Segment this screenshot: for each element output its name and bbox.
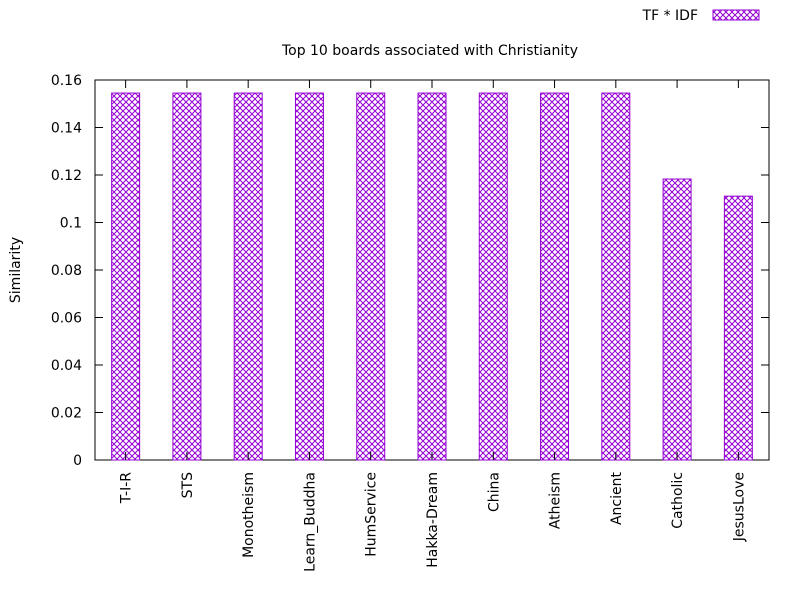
x-tick-label: JesusLove	[731, 472, 747, 542]
chart-title: Top 10 boards associated with Christiani…	[281, 43, 578, 59]
legend-label: TF * IDF	[642, 8, 698, 24]
x-tick-label: Learn_Buddha	[302, 472, 318, 572]
y-tick-label: 0.1	[60, 216, 82, 232]
bar	[172, 92, 202, 461]
bar	[540, 92, 570, 461]
bar	[111, 92, 141, 461]
x-tick-label: Atheism	[548, 472, 564, 529]
y-axis: 0 0.02 0.04 0.06 0.08 0.1 0.12 0.14 0.16	[51, 73, 769, 469]
x-tick-label: Ancient	[609, 471, 625, 525]
x-axis: T-I-R STS Monotheism Learn_Buddha HumService…	[119, 80, 747, 572]
x-tick-label: STS	[180, 472, 196, 498]
bar	[417, 92, 447, 461]
legend: TF * IDF	[642, 8, 760, 24]
x-tick-label: HumService	[364, 472, 380, 557]
x-tick-label: Catholic	[670, 472, 686, 529]
y-axis-label: Similarity	[8, 237, 24, 303]
y-tick-label: 0.12	[51, 168, 82, 184]
y-tick-label: 0.16	[51, 73, 82, 89]
y-tick-label: 0.06	[51, 311, 82, 327]
y-tick-label: 0.04	[51, 358, 82, 374]
y-tick-label: 0.02	[51, 406, 82, 422]
bar	[601, 92, 631, 461]
x-tick-label: Hakka-Dream	[425, 472, 441, 568]
bar	[356, 92, 386, 461]
y-tick-label: 0.08	[51, 263, 82, 279]
bar	[662, 178, 692, 461]
y-tick-label: 0	[73, 453, 82, 469]
x-tick-label: Monotheism	[241, 472, 257, 558]
bar	[478, 92, 508, 461]
bar	[723, 195, 753, 461]
bars-group	[111, 92, 753, 461]
legend-swatch	[712, 9, 760, 21]
bar	[233, 92, 263, 461]
y-tick-label: 0.14	[51, 121, 82, 137]
x-tick-label: T-I-R	[119, 472, 135, 504]
bar	[294, 92, 324, 461]
x-tick-label: China	[486, 472, 502, 512]
